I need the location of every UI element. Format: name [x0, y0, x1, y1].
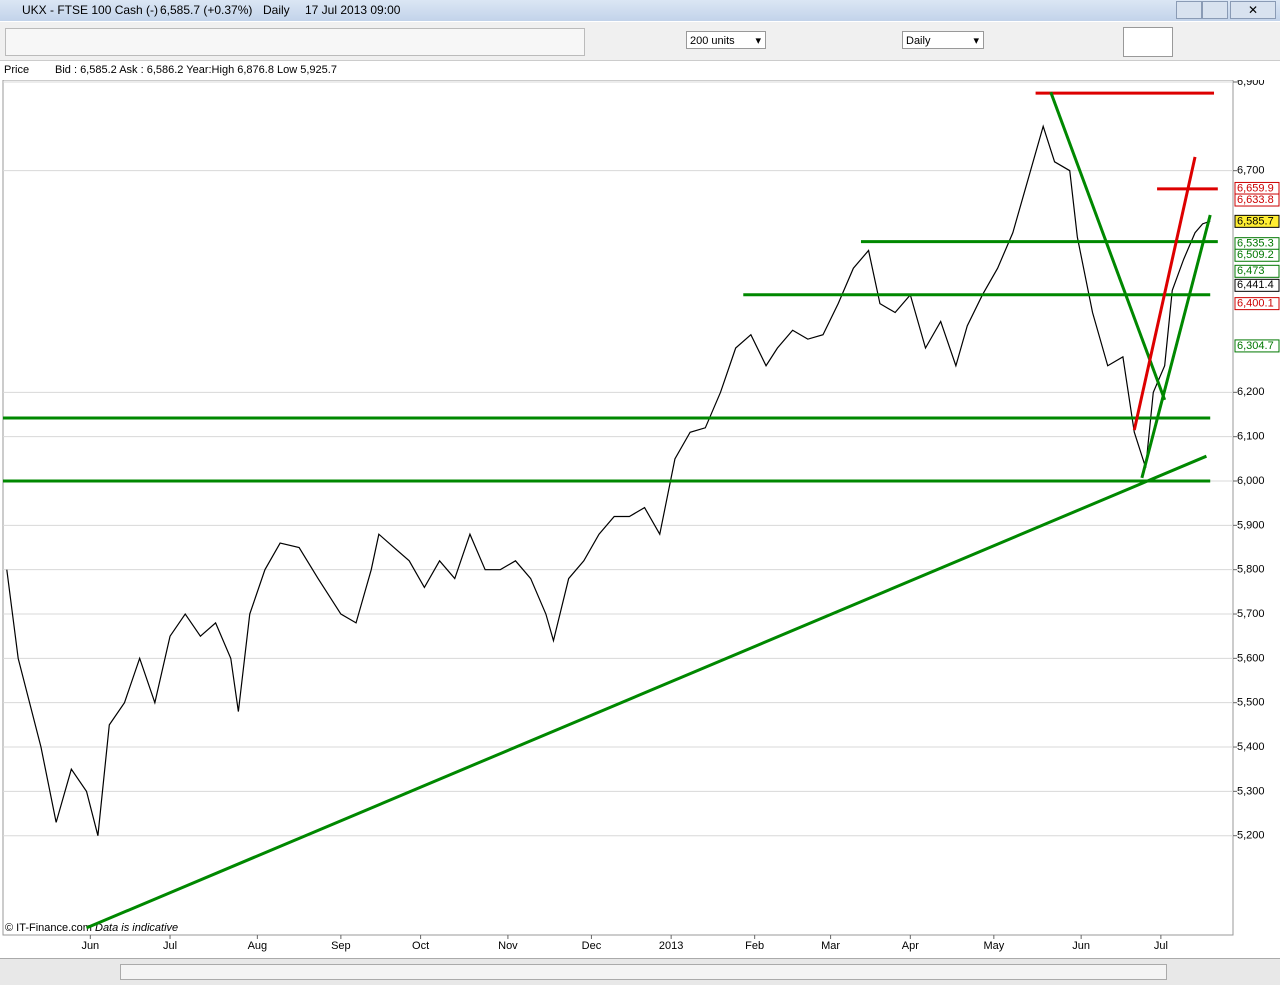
maximize-button[interactable]: [1202, 1, 1228, 19]
x-tick-label: Jun: [1072, 940, 1090, 952]
drawing-tools[interactable]: [5, 28, 585, 56]
toolbar: 200 units Daily: [0, 22, 1280, 61]
scroll-track[interactable]: [120, 964, 1167, 980]
y-tick-label: 6,900: [1237, 80, 1265, 88]
y-tick-label: 5,500: [1237, 697, 1265, 709]
y-tick-label: 5,800: [1237, 564, 1265, 576]
interval: Daily: [263, 3, 290, 17]
x-tick-label: Feb: [745, 940, 764, 952]
price-label: 6,473: [1237, 265, 1265, 277]
price-label: 6,304.7: [1237, 340, 1274, 352]
y-tick-label: 5,700: [1237, 608, 1265, 620]
quote: 6,585.7 (+0.37%): [160, 3, 253, 17]
scrollbar: [0, 958, 1280, 985]
x-tick-label: Jul: [1154, 940, 1168, 952]
copyright: © IT-Finance.com: [5, 922, 92, 934]
y-tick-label: 5,600: [1237, 652, 1265, 664]
price-label: 6,633.8: [1237, 194, 1274, 206]
info-bar: Price Bid : 6,585.2 Ask : 6,586.2 Year:H…: [0, 61, 1280, 80]
x-tick-label: Oct: [412, 940, 429, 952]
x-tick-label: Dec: [582, 940, 602, 952]
trend-line: [85, 454, 1208, 930]
data-note: Data is indicative: [95, 922, 178, 934]
x-tick-label: Jul: [163, 940, 177, 952]
x-tick-label: Apr: [902, 940, 919, 952]
x-tick-label: May: [983, 940, 1004, 952]
trend-line: [1049, 91, 1167, 401]
x-tick-label: Jun: [81, 940, 99, 952]
y-tick-label: 6,700: [1237, 165, 1265, 177]
y-tick-label: 6,000: [1237, 475, 1265, 487]
price-label: 6,441.4: [1237, 279, 1274, 291]
price-label-box: [1234, 264, 1280, 278]
price-label: 6,585.7: [1237, 215, 1274, 227]
price-label: 6,509.2: [1237, 249, 1274, 261]
indicators-button[interactable]: [1123, 27, 1173, 57]
y-tick-label: 6,100: [1237, 431, 1265, 443]
price-label-box: [1234, 214, 1280, 228]
timestamp: 17 Jul 2013 09:00: [305, 3, 401, 17]
price-line: [6, 124, 1211, 836]
y-tick-label: 6,200: [1237, 386, 1265, 398]
price-label: 6,535.3: [1237, 238, 1274, 250]
price-label-box: [1234, 339, 1280, 353]
price-label: 6,400.1: [1237, 298, 1274, 310]
close-button[interactable]: ✕: [1230, 1, 1276, 19]
trend-line: [1132, 156, 1197, 431]
price-label: Price: [4, 64, 30, 76]
x-tick-label: Aug: [248, 940, 268, 952]
price-label-box: [1234, 278, 1280, 292]
price-label: 6,659.9: [1237, 182, 1274, 194]
x-tick-label: Sep: [331, 940, 351, 952]
window-title: UKX - FTSE 100 Cash (-): [22, 3, 159, 17]
x-tick-label: Mar: [821, 940, 840, 952]
units-dropdown[interactable]: 200 units: [686, 31, 766, 50]
y-tick-label: 5,300: [1237, 785, 1265, 797]
price-label-box: [1234, 248, 1280, 262]
trend-line: [1140, 214, 1212, 479]
title-bar: UKX - FTSE 100 Cash (-) 6,585.7 (+0.37%)…: [0, 0, 1280, 21]
price-label-box: [1234, 297, 1280, 311]
y-tick-label: 5,900: [1237, 519, 1265, 531]
y-tick-label: 5,400: [1237, 741, 1265, 753]
price-label-box: [1234, 193, 1280, 207]
y-tick-label: 5,200: [1237, 830, 1265, 842]
chart: © IT-Finance.com Data is indicative 5,20…: [2, 80, 1280, 952]
minimize-button[interactable]: [1176, 1, 1202, 19]
period-dropdown[interactable]: Daily: [902, 31, 984, 50]
plot-area: [2, 80, 1234, 936]
x-tick-label: 2013: [659, 940, 683, 952]
quote-info: Bid : 6,585.2 Ask : 6,586.2 Year:High 6,…: [55, 64, 337, 76]
x-tick-label: Nov: [498, 940, 518, 952]
